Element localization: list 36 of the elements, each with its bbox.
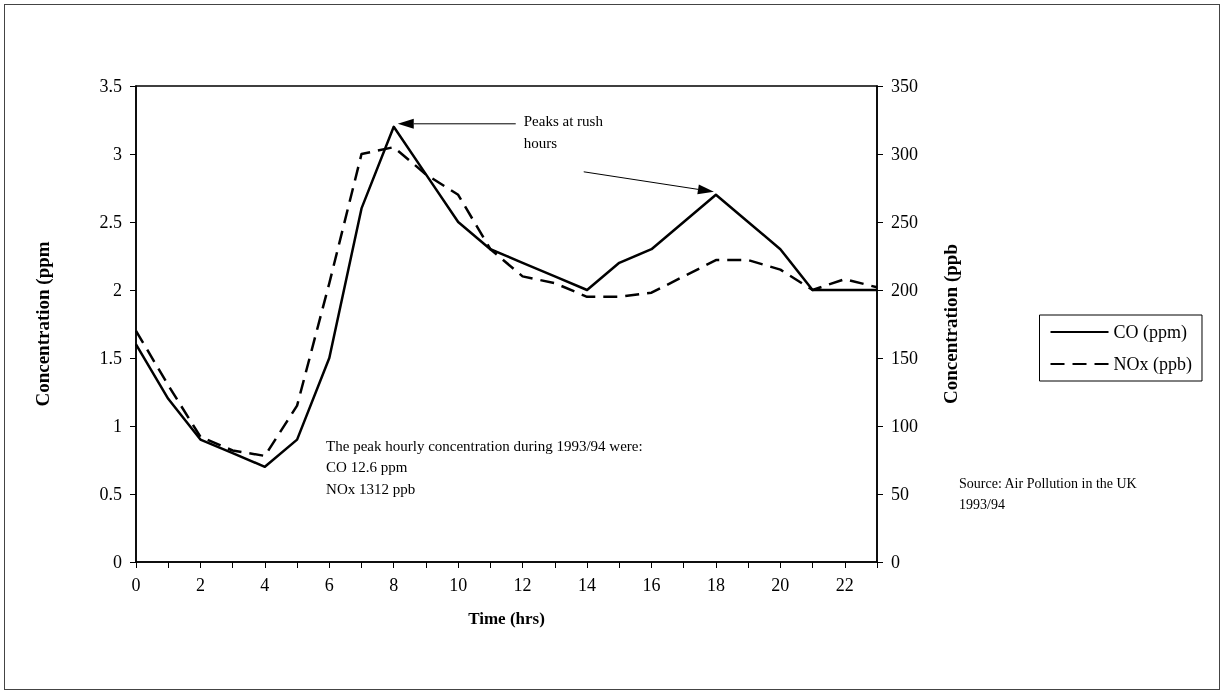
- annotation: The peak hourly concentration during 1993/94 were: CO 12.6 ppm NOx 1312 ppb: [326, 436, 643, 499]
- legend-label: CO (ppm): [1113, 322, 1188, 343]
- x-tick-label: 18: [706, 575, 725, 595]
- y2-tick-label: 100: [891, 416, 918, 436]
- y-tick-label: 3.5: [99, 76, 122, 96]
- annotation: Peaks at rush hours: [523, 111, 604, 153]
- y-tick-label: 0.5: [99, 484, 122, 504]
- y2-tick-label: 50: [891, 484, 909, 504]
- x-tick-label: 12: [513, 575, 532, 595]
- y2-tick-label: 0: [891, 552, 900, 572]
- y-tick-label: 3: [113, 144, 122, 164]
- source-note: Source: Air Pollution in the UK 1993/94: [959, 475, 1137, 514]
- x-tick-label: 20: [771, 575, 790, 595]
- x-tick-label: 6: [324, 575, 334, 595]
- x-tick-label: 16: [642, 575, 661, 595]
- y-tick-label: 2.5: [99, 212, 122, 232]
- y2-axis-title: Concentration (ppb: [940, 244, 962, 404]
- y2-tick-label: 300: [891, 144, 918, 164]
- y-tick-label: 1: [113, 416, 122, 436]
- y2-tick-label: 150: [891, 348, 918, 368]
- y-tick-label: 0: [113, 552, 122, 572]
- y-tick-label: 2: [113, 280, 122, 300]
- x-tick-label: 22: [835, 575, 854, 595]
- x-tick-label: 10: [449, 575, 468, 595]
- x-tick-label: 2: [195, 575, 205, 595]
- x-tick-label: 4: [260, 575, 270, 595]
- y2-tick-label: 200: [891, 280, 918, 300]
- x-axis-title: Time (hrs): [468, 609, 545, 628]
- y-axis-title: Concentration (ppm: [32, 241, 54, 407]
- x-tick-label: 8: [389, 575, 399, 595]
- y2-tick-label: 250: [891, 212, 918, 232]
- y2-tick-label: 350: [891, 76, 918, 96]
- x-tick-label: 14: [578, 575, 597, 595]
- x-tick-label: 0: [131, 575, 141, 595]
- y-tick-label: 1.5: [99, 348, 122, 368]
- legend-label: NOx (ppb): [1113, 354, 1193, 375]
